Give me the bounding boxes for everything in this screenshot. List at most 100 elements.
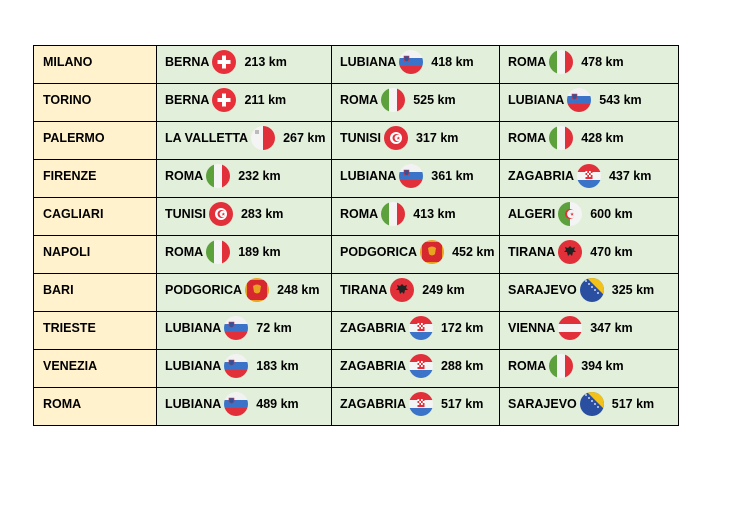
origin-city-cell: TRIESTE (33, 311, 157, 350)
distance-value: 543 km (599, 93, 642, 107)
table-row: VENEZIA LUBIANA 183 km ZAGABRIA 288 km ROMA 39… (33, 349, 679, 388)
destination-cell: LUBIANA 183 km (156, 349, 332, 388)
distance-value: 213 km (244, 55, 287, 69)
table-row: CAGLIARI TUNISI 283 km ROMA 413 km ALGERI 600 … (33, 197, 679, 236)
italy-flag-icon (381, 88, 406, 112)
bosnia-flag-icon (579, 392, 604, 416)
distance-value: 600 km (590, 207, 633, 221)
origin-city-label: MILANO (43, 55, 93, 69)
malta-flag-icon (251, 126, 276, 150)
destination-cell: ROMA 478 km (499, 45, 679, 84)
distance-value: 267 km (283, 131, 326, 145)
destination-cell: ROMA 232 km (156, 159, 332, 198)
slovenia-flag-icon (399, 164, 424, 188)
montenegro-flag-icon (245, 278, 270, 302)
slovenia-flag-icon (224, 354, 249, 378)
distance-value: 232 km (238, 169, 281, 183)
origin-city-label: ROMA (43, 397, 82, 411)
distance-value: 525 km (413, 93, 456, 107)
distance-value: 248 km (277, 283, 320, 297)
distance-value: 361 km (431, 169, 474, 183)
distance-value: 517 km (611, 397, 655, 411)
destination-cell: LA VALLETTA 267 km (156, 121, 332, 160)
distance-value: 437 km (608, 169, 652, 183)
destination-cell: ROMA 525 km (331, 83, 500, 122)
destination-name: LUBIANA (165, 359, 222, 373)
origin-city-label: NAPOLI (43, 245, 91, 259)
destination-cell: SARAJEVO 517 km (499, 387, 679, 426)
italy-flag-icon (381, 202, 406, 226)
distance-value: 288 km (440, 359, 484, 373)
destination-cell: ROMA 189 km (156, 235, 332, 274)
tunisia-flag-icon (383, 126, 408, 150)
origin-city-cell: NAPOLI (33, 235, 157, 274)
table-row: TRIESTE LUBIANA 72 km ZAGABRIA 172 km VIENNA 3… (33, 311, 679, 350)
origin-city-label: PALERMO (43, 131, 105, 145)
origin-city-cell: FIRENZE (33, 159, 157, 198)
destination-cell: BERNA 213 km (156, 45, 332, 84)
distance-value: 347 km (590, 321, 633, 335)
destination-name: ALGERI (508, 207, 556, 221)
distance-value: 325 km (611, 283, 655, 297)
distance-value: 317 km (415, 131, 459, 145)
destination-name: ROMA (340, 207, 379, 221)
destination-name: BERNA (165, 93, 210, 107)
destination-cell: ROMA 394 km (499, 349, 679, 388)
destination-name: PODGORICA (165, 283, 243, 297)
origin-city-cell: MILANO (33, 45, 157, 84)
distance-value: 189 km (238, 245, 281, 259)
origin-city-label: TRIESTE (43, 321, 96, 335)
destination-cell: ROMA 413 km (331, 197, 500, 236)
distance-value: 394 km (581, 359, 624, 373)
origin-city-cell: BARI (33, 273, 157, 312)
slovenia-flag-icon (399, 50, 424, 74)
destination-cell: ZAGABRIA 437 km (499, 159, 679, 198)
slovenia-flag-icon (567, 88, 592, 112)
destination-name: LA VALLETTA (165, 131, 249, 145)
table-row: MILANO BERNA 213 km LUBIANA 418 km ROMA 478 km (33, 45, 679, 84)
destination-name: PODGORICA (340, 245, 418, 259)
switzerland-flag-icon (212, 88, 237, 112)
destination-cell: LUBIANA 489 km (156, 387, 332, 426)
destination-cell: ZAGABRIA 172 km (331, 311, 500, 350)
italy-flag-icon (549, 354, 574, 378)
destination-cell: VIENNA 347 km (499, 311, 679, 350)
destination-name: LUBIANA (340, 169, 397, 183)
origin-city-label: BARI (43, 283, 74, 297)
croatia-flag-icon (408, 316, 433, 340)
destination-cell: ALGERI 600 km (499, 197, 679, 236)
distance-value: 489 km (256, 397, 299, 411)
distance-table: MILANO BERNA 213 km LUBIANA 418 km ROMA 478 km… (33, 45, 679, 426)
destination-cell: TIRANA 249 km (331, 273, 500, 312)
destination-name: LUBIANA (165, 321, 222, 335)
destination-cell: ROMA 428 km (499, 121, 679, 160)
origin-city-cell: CAGLIARI (33, 197, 157, 236)
destination-cell: PODGORICA 248 km (156, 273, 332, 312)
destination-cell: LUBIANA 418 km (331, 45, 500, 84)
table-row: BARI PODGORICA 248 km TIRANA 249 km SARAJEVO 3… (33, 273, 679, 312)
origin-city-cell: TORINO (33, 83, 157, 122)
destination-name: TIRANA (508, 245, 556, 259)
tunisia-flag-icon (208, 202, 233, 226)
austria-flag-icon (558, 316, 583, 340)
destination-cell: LUBIANA 361 km (331, 159, 500, 198)
distance-value: 517 km (440, 397, 484, 411)
destination-name: TIRANA (340, 283, 388, 297)
slovenia-flag-icon (224, 316, 249, 340)
destination-name: TUNISI (340, 131, 381, 145)
destination-cell: TIRANA 470 km (499, 235, 679, 274)
destination-name: SARAJEVO (508, 397, 577, 411)
bosnia-flag-icon (579, 278, 604, 302)
destination-name: ROMA (165, 245, 204, 259)
table-row: PALERMO LA VALLETTA 267 km TUNISI 317 km ROMA… (33, 121, 679, 160)
montenegro-flag-icon (420, 240, 445, 264)
distance-value: 72 km (256, 321, 292, 335)
table-row: FIRENZE ROMA 232 km LUBIANA 361 km ZAGABRIA 43… (33, 159, 679, 198)
albania-flag-icon (390, 278, 415, 302)
destination-name: LUBIANA (508, 93, 565, 107)
destination-cell: LUBIANA 543 km (499, 83, 679, 122)
distance-value: 172 km (440, 321, 484, 335)
destination-cell: TUNISI 317 km (331, 121, 500, 160)
origin-city-cell: VENEZIA (33, 349, 157, 388)
origin-city-cell: PALERMO (33, 121, 157, 160)
